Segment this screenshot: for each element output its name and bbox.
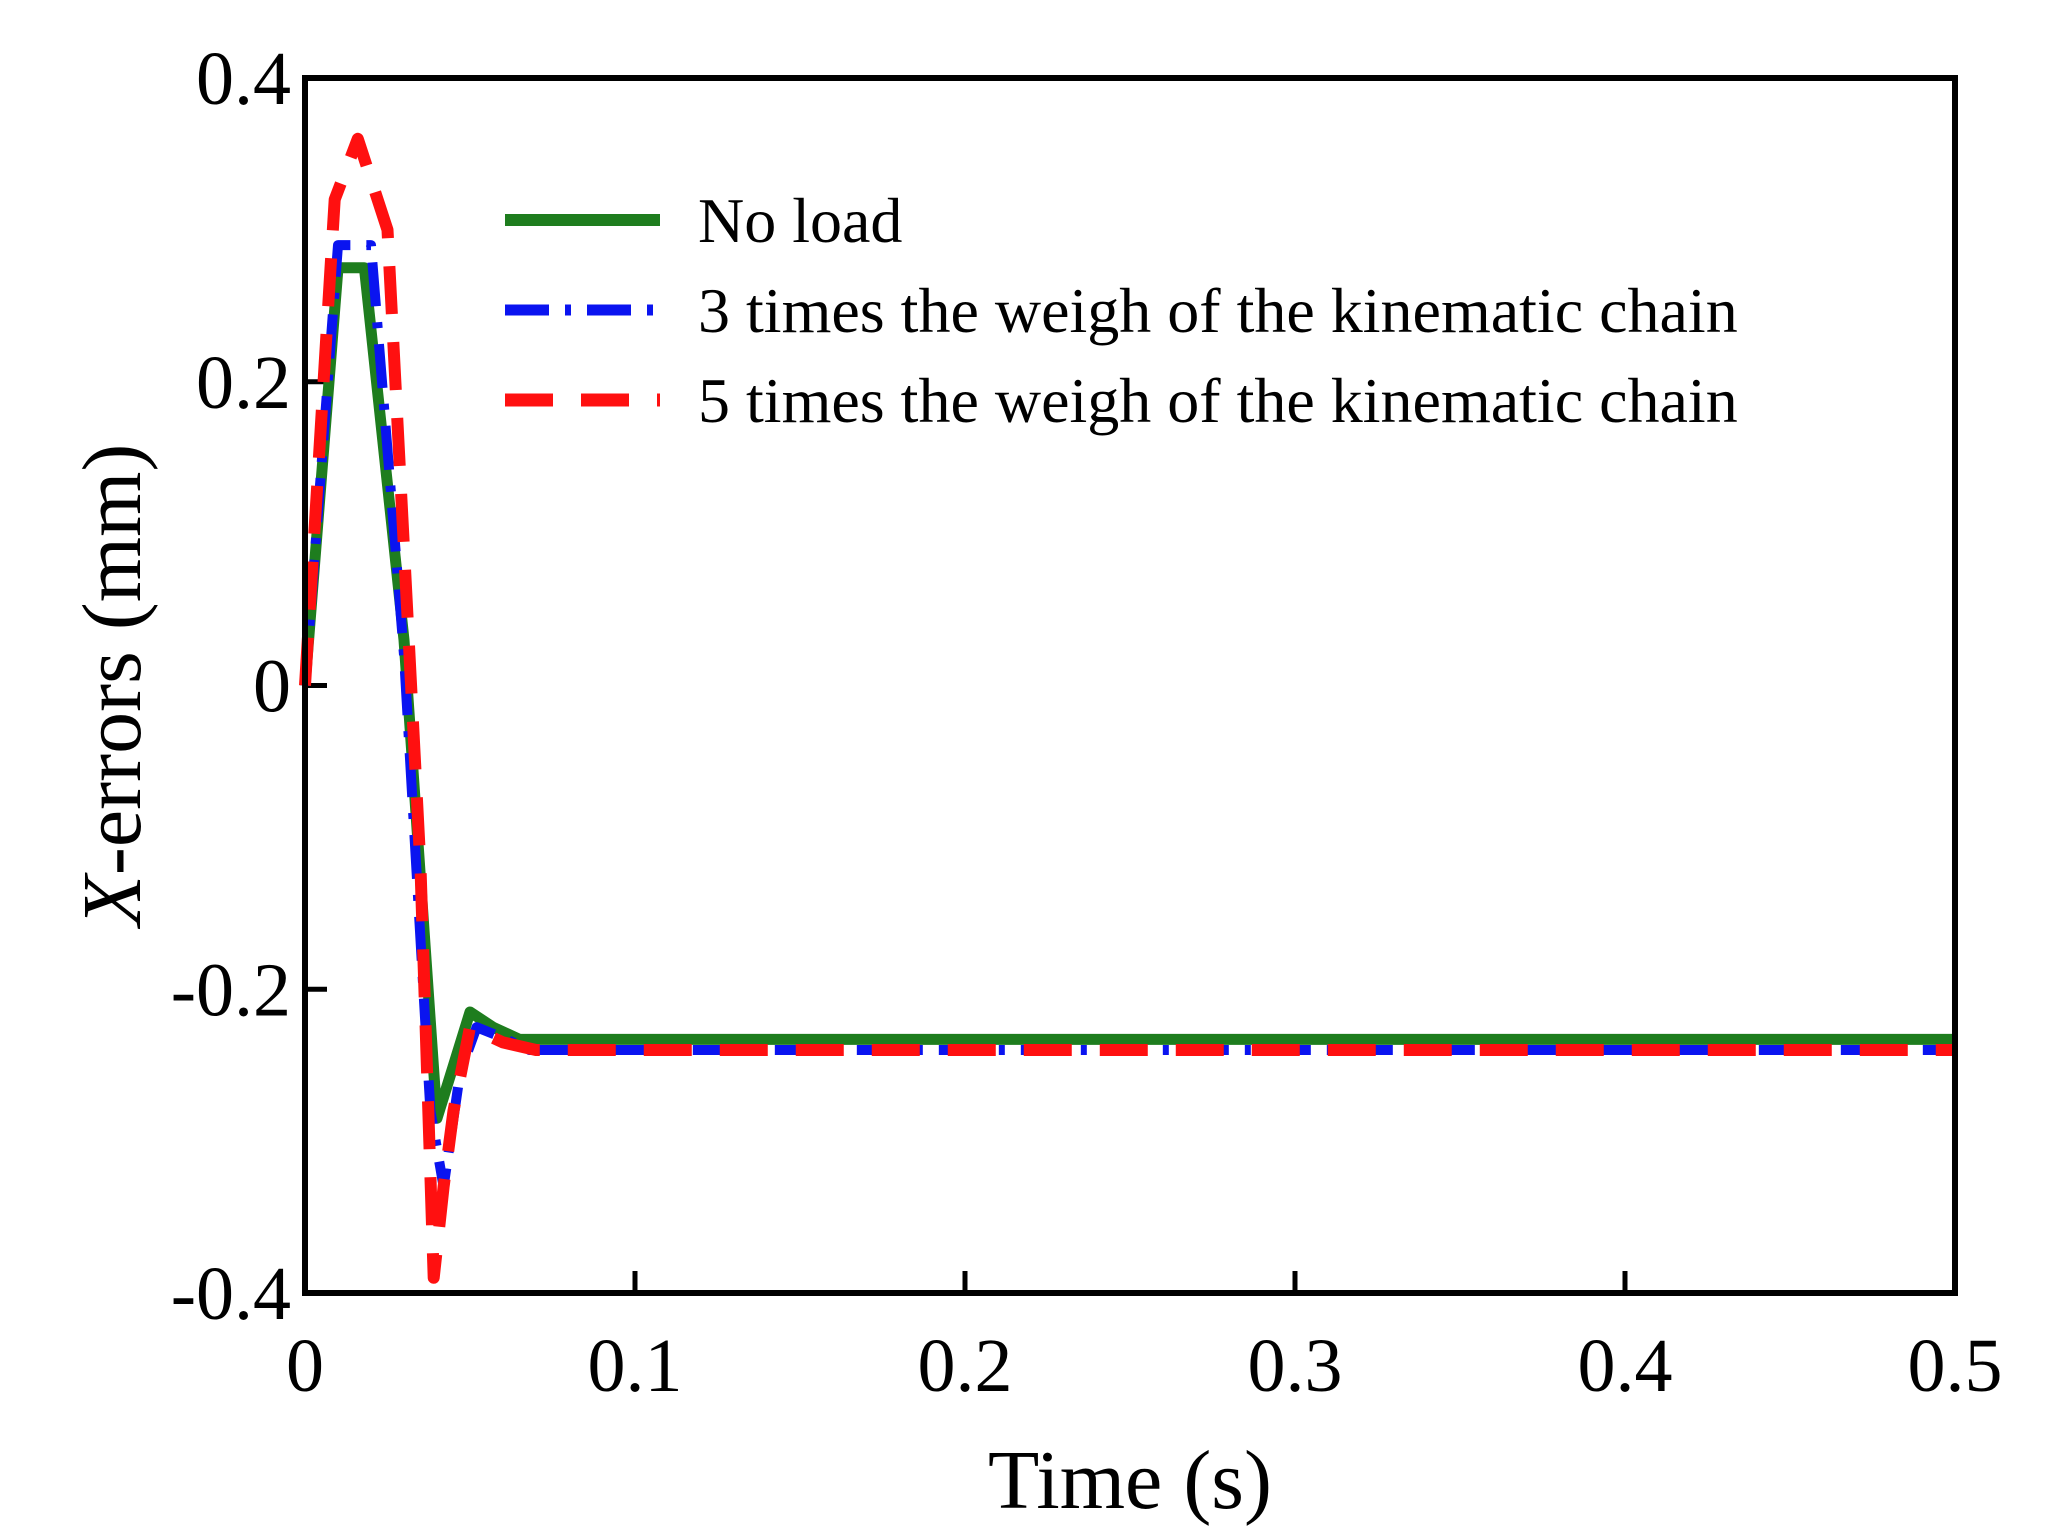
x-tick-label: 0.2 xyxy=(918,1324,1013,1408)
x-tick-label: 0.4 xyxy=(1578,1324,1673,1408)
plot-frame xyxy=(302,75,1958,1296)
x-tick-label: 0.3 xyxy=(1248,1324,1343,1408)
y-axis-label-rest: -errors (mm) xyxy=(66,444,159,875)
y-tick-label: 0 xyxy=(253,645,291,729)
x-tick-label: 0 xyxy=(286,1324,324,1408)
y-axis-label: X-errors (mm) xyxy=(66,444,159,930)
x-tick-label: 0.5 xyxy=(1908,1324,2003,1408)
x-axis-label: Time (s) xyxy=(988,1434,1272,1527)
series-layer xyxy=(299,132,1955,1284)
y-tick-label: -0.2 xyxy=(171,948,291,1032)
y-axis-label-italic: X xyxy=(66,871,159,929)
legend-label-3: 5 times the weigh of the kinematic chain xyxy=(698,365,1738,436)
y-tick-label: -0.4 xyxy=(171,1252,291,1336)
x-tick-label: 0.1 xyxy=(588,1324,683,1408)
x-ticks: 0 0.1 0.2 0.3 0.4 0.5 xyxy=(286,1271,2003,1408)
legend: No load 3 times the weigh of the kinemati… xyxy=(505,185,1738,436)
y-ticks: -0.4 -0.2 0 0.2 0.4 xyxy=(171,37,327,1336)
legend-label-2: 3 times the weigh of the kinematic chain xyxy=(698,275,1738,346)
series-line-3 xyxy=(299,132,1955,1284)
y-tick-label: 0.4 xyxy=(196,37,291,121)
series-line-1 xyxy=(299,262,1955,1124)
y-tick-label: 0.2 xyxy=(196,341,291,425)
legend-label-1: No load xyxy=(698,185,902,256)
